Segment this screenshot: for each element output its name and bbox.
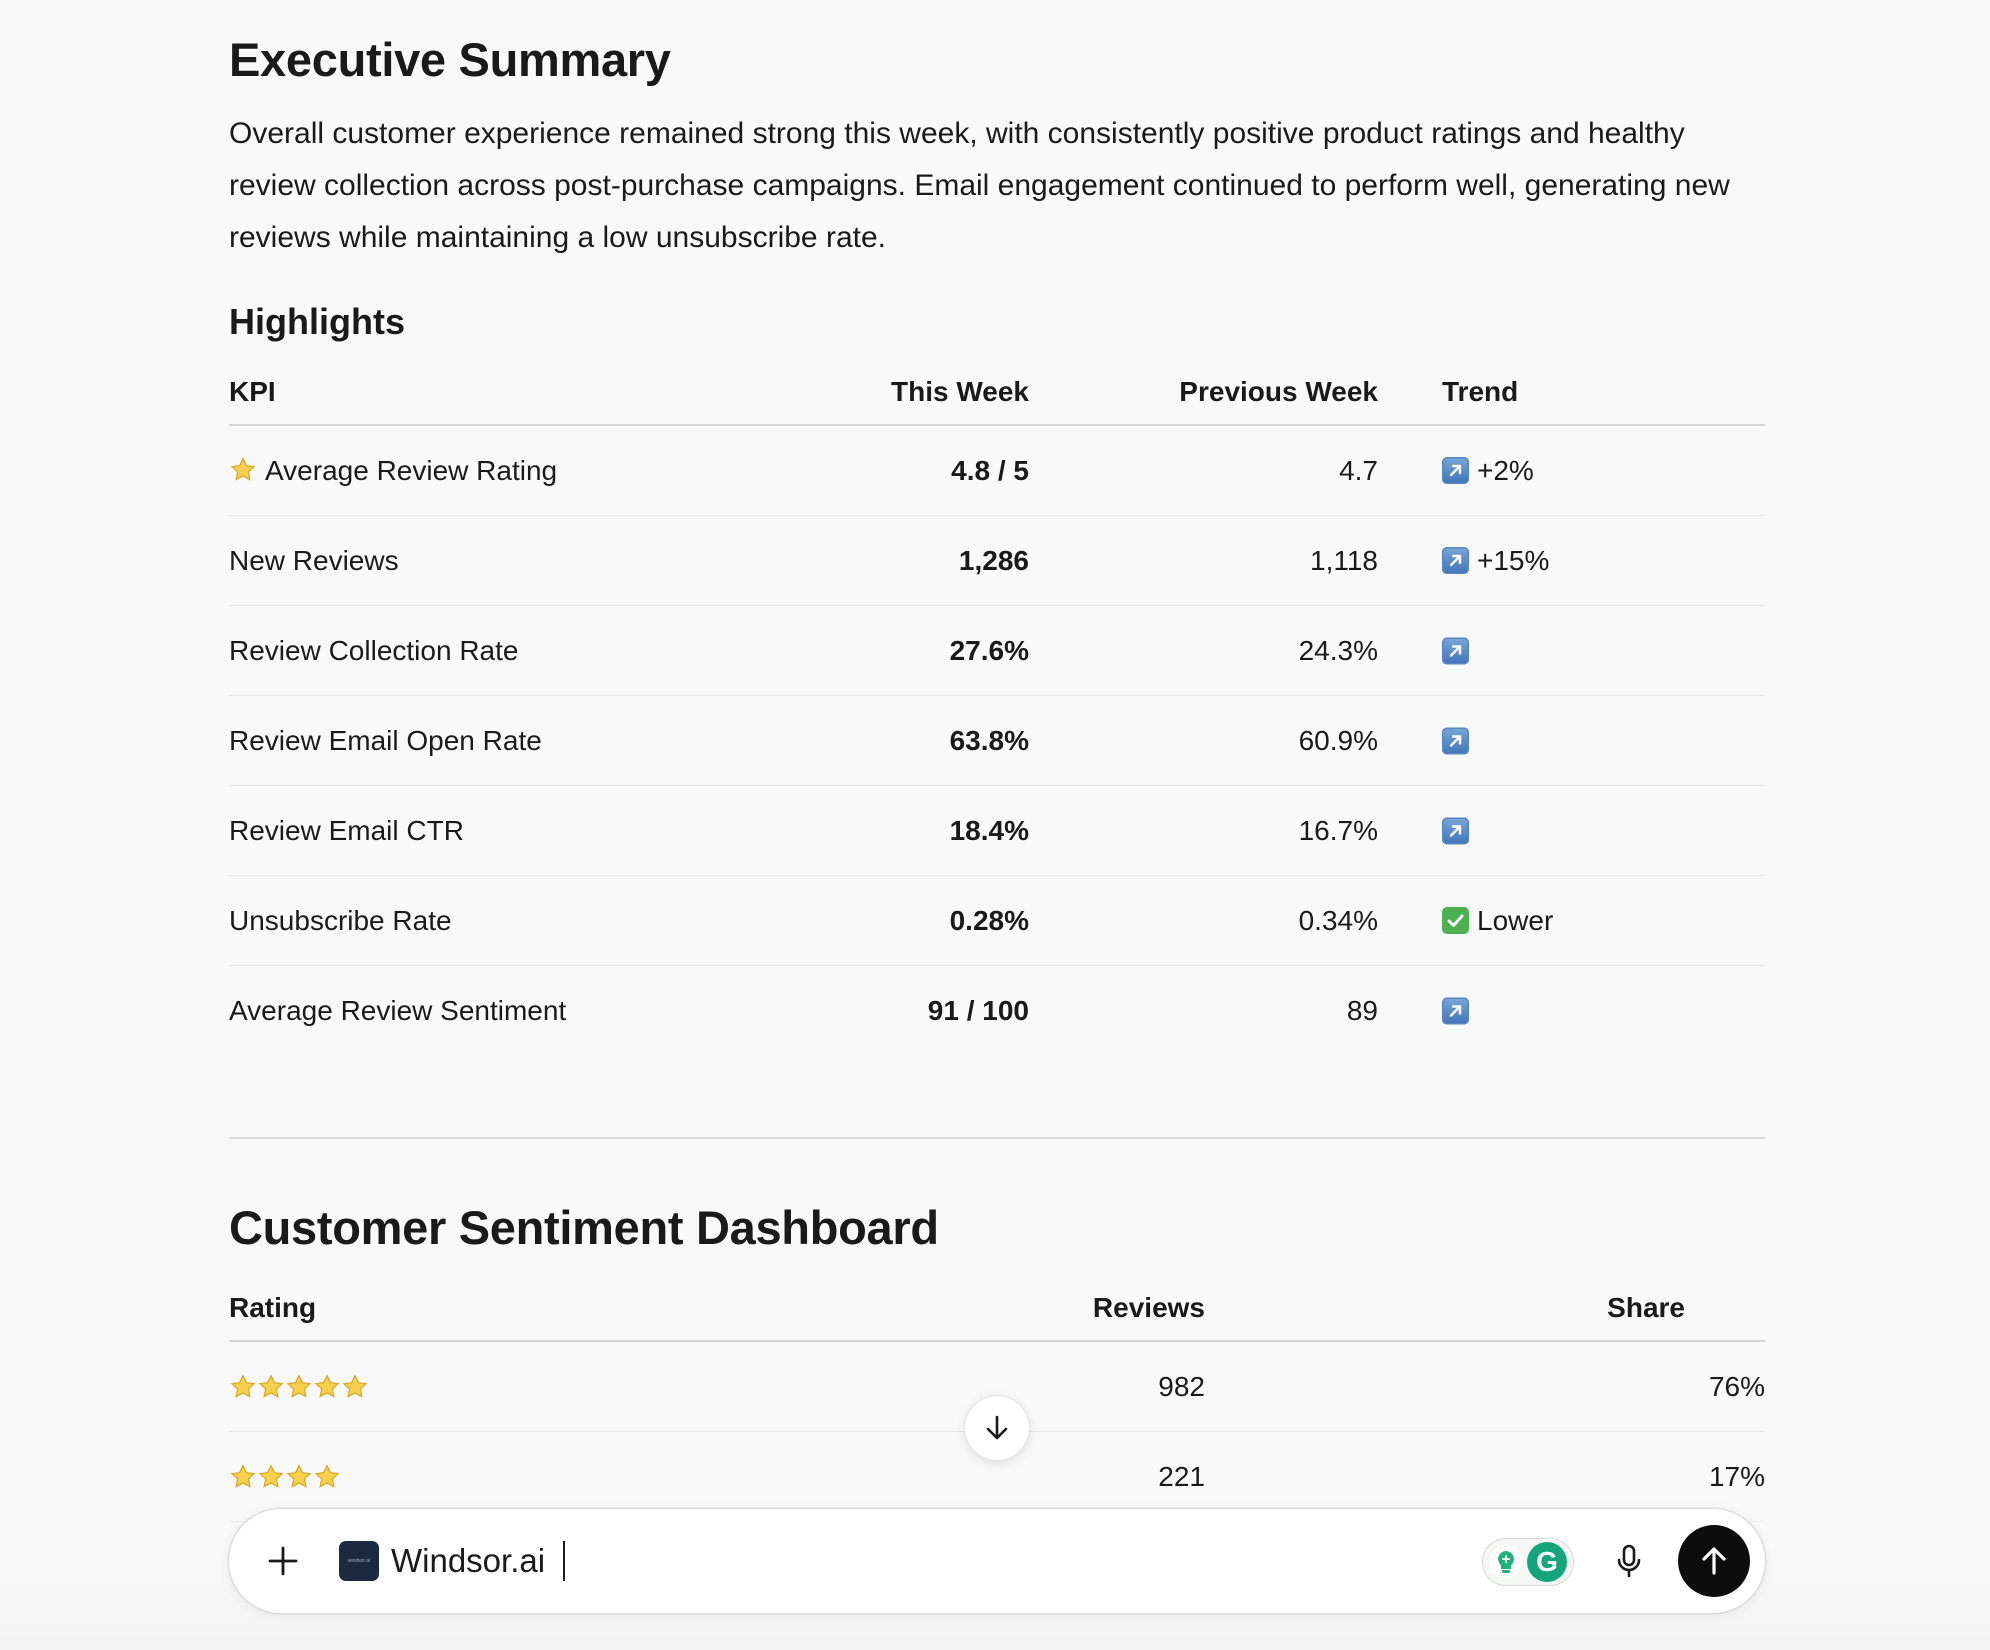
reviews-count: 982: [1158, 1370, 1205, 1402]
this-week-value: 91 / 100: [927, 994, 1029, 1026]
text-cursor: [563, 1541, 566, 1581]
scroll-to-bottom-button[interactable]: [964, 1395, 1030, 1461]
add-attachment-button[interactable]: [257, 1535, 309, 1587]
trend-up-icon: [1442, 547, 1469, 574]
trend-cell: [1442, 637, 1469, 664]
trend-cell: +15%: [1442, 545, 1549, 577]
trend-up-icon: [1442, 637, 1469, 664]
highlights-heading: Highlights: [229, 301, 405, 342]
previous-week-value: 24.3%: [1298, 634, 1378, 666]
table-row: Average Review Sentiment 91 / 100 89: [229, 966, 1765, 1055]
windsor-logo-text: windsor.ai: [347, 1558, 371, 1564]
column-header-kpi: KPI: [229, 376, 276, 407]
previous-week-value: 89: [1346, 994, 1378, 1026]
this-week-value: 0.28%: [949, 904, 1029, 936]
previous-week-value: 1,118: [1310, 544, 1378, 576]
table-row: Review Email Open Rate 63.8% 60.9%: [229, 696, 1765, 786]
trend-up-icon: [1442, 727, 1469, 754]
voice-input-button[interactable]: [1605, 1537, 1653, 1585]
section-heading-customer-sentiment: Customer Sentiment Dashboard: [229, 1201, 939, 1254]
column-header-previous-week: Previous Week: [1179, 376, 1378, 407]
star-icon: [258, 1373, 284, 1398]
lightbulb-icon[interactable]: [1489, 1545, 1523, 1579]
kpi-label: New Reviews: [229, 544, 399, 576]
kpi-label: Review Email CTR: [229, 814, 464, 846]
table-row: Average Review Rating 4.8 / 5 4.7 +2%: [229, 426, 1765, 516]
section-divider: [229, 1137, 1765, 1139]
trend-cell: +2%: [1442, 455, 1534, 487]
sentiment-table-header: Rating Reviews Share: [229, 1276, 1765, 1342]
trend-text: +15%: [1477, 544, 1550, 576]
kpi-label: Review Email Open Rate: [229, 724, 542, 756]
windsor-logo-icon: windsor.ai: [339, 1541, 379, 1581]
kpi-table-header: KPI This Week Previous Week Trend: [229, 360, 1765, 426]
share-value: 76%: [1708, 1370, 1765, 1402]
star-icon: [230, 456, 256, 481]
connector-name: Windsor.ai: [391, 1542, 546, 1579]
kpi-label: Review Collection Rate: [229, 634, 519, 666]
kpi-label: Average Review Sentiment: [229, 994, 567, 1026]
share-value: 17%: [1708, 1460, 1765, 1492]
plus-icon: [268, 1546, 298, 1576]
this-week-value: 4.8 / 5: [951, 454, 1029, 486]
trend-up-icon: [1442, 997, 1469, 1024]
this-week-value: 1,286: [958, 544, 1029, 576]
column-header-share: Share: [1607, 1292, 1685, 1323]
connector-chip[interactable]: windsor.ai Windsor.ai: [339, 1541, 566, 1581]
kpi-table: KPI This Week Previous Week Trend Averag…: [229, 360, 1765, 1055]
arrow-up-icon: [1702, 1547, 1726, 1575]
table-row: New Reviews 1,286 1,118 +15%: [229, 516, 1765, 606]
trend-up-icon: [1442, 817, 1469, 844]
send-button[interactable]: [1678, 1525, 1750, 1597]
sentiment-table: Rating Reviews Share 982 76% 221 17%: [229, 1276, 1765, 1522]
reviews-count: 221: [1158, 1460, 1205, 1492]
star-icon: [314, 1463, 340, 1488]
trend-cell: [1442, 997, 1469, 1024]
star-icon: [230, 1373, 256, 1398]
star-icon: [314, 1373, 340, 1398]
section-heading-executive-summary: Executive Summary: [229, 33, 671, 86]
this-week-value: 18.4%: [949, 814, 1029, 846]
star-icon: [230, 1463, 256, 1488]
star-icon: [286, 1373, 312, 1398]
trend-text: +2%: [1477, 454, 1534, 486]
star-rating: [229, 1373, 369, 1401]
extension-pill[interactable]: G: [1482, 1538, 1574, 1586]
check-mark-icon: [1442, 907, 1469, 934]
column-header-reviews: Reviews: [1092, 1292, 1205, 1323]
kpi-label: Unsubscribe Rate: [229, 904, 452, 936]
star-icon: [286, 1463, 312, 1488]
kpi-label: Average Review Rating: [265, 454, 558, 486]
this-week-value: 27.6%: [949, 634, 1029, 666]
table-row: Review Collection Rate 27.6% 24.3%: [229, 606, 1765, 696]
column-header-this-week: This Week: [891, 376, 1029, 407]
kpi-cell: Average Review Rating: [229, 455, 557, 487]
this-week-value: 63.8%: [949, 724, 1029, 756]
previous-week-value: 16.7%: [1298, 814, 1378, 846]
microphone-icon: [1617, 1544, 1641, 1578]
trend-up-icon: [1442, 457, 1469, 484]
previous-week-value: 0.34%: [1298, 904, 1378, 936]
table-row: Unsubscribe Rate 0.28% 0.34% Lower: [229, 876, 1765, 966]
column-header-rating: Rating: [229, 1292, 317, 1323]
star-icon: [342, 1373, 368, 1398]
trend-cell: Lower: [1442, 905, 1553, 937]
table-row: Review Email CTR 18.4% 16.7%: [229, 786, 1765, 876]
message-composer[interactable]: windsor.ai Windsor.ai G: [229, 1509, 1765, 1613]
previous-week-value: 4.7: [1339, 454, 1378, 486]
grammarly-icon[interactable]: G: [1527, 1542, 1567, 1582]
previous-week-value: 60.9%: [1298, 724, 1378, 756]
trend-cell: [1442, 727, 1469, 754]
trend-cell: [1442, 817, 1469, 844]
star-icon: [258, 1463, 284, 1488]
column-header-trend: Trend: [1442, 376, 1519, 407]
summary-paragraph: Overall customer experience remained str…: [229, 117, 1730, 254]
star-rating: [229, 1463, 341, 1491]
arrow-down-icon: [986, 1415, 1008, 1440]
trend-text: Lower: [1477, 904, 1554, 936]
